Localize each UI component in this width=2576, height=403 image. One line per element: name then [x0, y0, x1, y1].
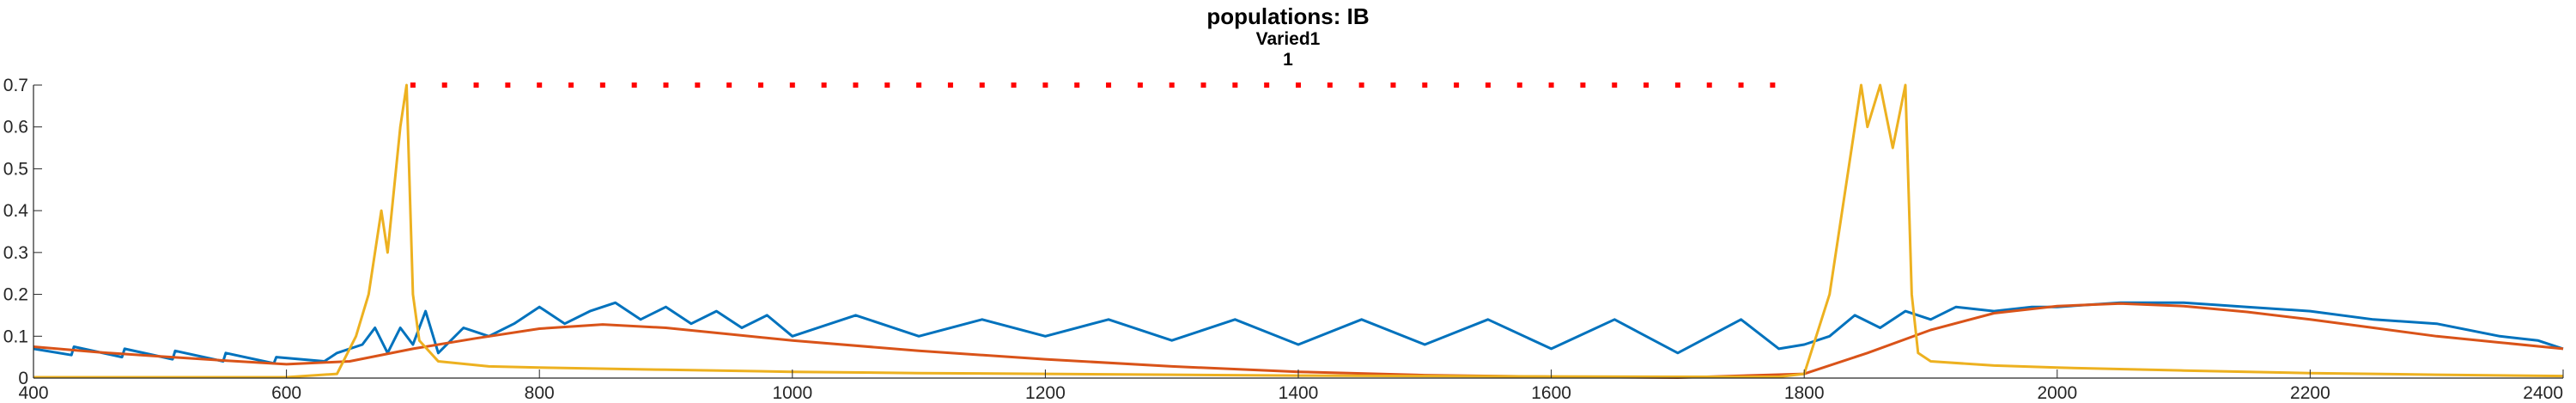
series-blue — [33, 301, 2564, 365]
series-marker — [599, 82, 605, 88]
series-marker — [1137, 82, 1143, 88]
series-marker — [1706, 82, 1712, 88]
y-tick-label: 0.7 — [3, 76, 28, 95]
x-tick-label: 2200 — [2290, 383, 2330, 403]
series-marker — [1011, 82, 1017, 88]
x-tick-label: 1600 — [1531, 383, 1571, 403]
series-marker — [1612, 82, 1618, 88]
series-marker — [1674, 82, 1680, 88]
y-tick-label: 0.5 — [3, 159, 28, 179]
series-marker — [916, 82, 922, 88]
series-marker — [884, 82, 890, 88]
series-marker — [1074, 82, 1080, 88]
x-tick-label: 600 — [271, 383, 301, 403]
series-marker — [1643, 82, 1649, 88]
series-marker — [1516, 82, 1522, 88]
x-tick-label: 1000 — [772, 383, 812, 403]
series-marker — [1296, 82, 1301, 88]
series-marker — [1454, 82, 1460, 88]
x-tick-label: 1800 — [1784, 383, 1825, 403]
series-marker — [947, 82, 953, 88]
series-marker — [410, 82, 416, 88]
y-tick-label: 0.6 — [3, 118, 28, 137]
series-marker — [1580, 82, 1586, 88]
y-tick-label: 0 — [18, 369, 28, 388]
axes-layer: 400 600 800 1000 1200 1400 1600 1800 2000 2200 240… — [3, 76, 2564, 403]
series-marker — [473, 82, 479, 88]
series-marker — [726, 82, 732, 88]
series-marker — [1390, 82, 1396, 88]
x-tick-label: 800 — [525, 383, 555, 403]
x-tick-label: 2000 — [2037, 383, 2077, 403]
y-tick-label: 0.2 — [3, 285, 28, 305]
chart-subtitle-line-2: 1 — [1283, 50, 1293, 70]
series-marker — [1358, 82, 1364, 88]
y-tick-label: 0.4 — [3, 201, 29, 221]
y-tick-label: 0.3 — [3, 243, 28, 263]
series-marker — [1106, 82, 1112, 88]
x-tick-label: 1200 — [1025, 383, 1066, 403]
x-tick-label: 400 — [18, 383, 48, 403]
chart-subtitle-line-1: Varied1 — [1256, 29, 1321, 49]
chart-title: populations: IB — [1206, 3, 1369, 29]
series-marker — [1042, 82, 1048, 88]
series-marker — [695, 82, 701, 88]
series-marker — [1200, 82, 1206, 88]
series-marker — [1485, 82, 1491, 88]
series-line-yellow — [33, 83, 2564, 379]
series-line-orange — [33, 302, 2564, 379]
series-marker — [537, 82, 543, 88]
series-marker — [979, 82, 985, 88]
series-red_markers — [410, 82, 1776, 88]
series-marker — [1327, 82, 1333, 88]
x-tick-label: 2400 — [2523, 383, 2563, 403]
series-yellow — [33, 83, 2564, 379]
x-tick-label: 1400 — [1279, 383, 1319, 403]
series-marker — [1548, 82, 1554, 88]
series-marker — [1169, 82, 1175, 88]
series-marker — [1422, 82, 1428, 88]
series-marker — [821, 82, 827, 88]
series-marker — [1264, 82, 1270, 88]
series-marker — [1770, 82, 1776, 88]
series-marker — [663, 82, 669, 88]
series-marker — [757, 82, 763, 88]
series-marker — [1738, 82, 1744, 88]
y-tick-label: 0.1 — [3, 327, 28, 346]
series-orange — [33, 302, 2564, 379]
series-layer — [33, 82, 2564, 379]
series-marker — [505, 82, 511, 88]
series-marker — [441, 82, 447, 88]
series-marker — [568, 82, 574, 88]
series-marker — [789, 82, 795, 88]
series-marker — [631, 82, 637, 88]
series-marker — [853, 82, 859, 88]
series-line-blue — [33, 301, 2564, 365]
series-marker — [1232, 82, 1238, 88]
